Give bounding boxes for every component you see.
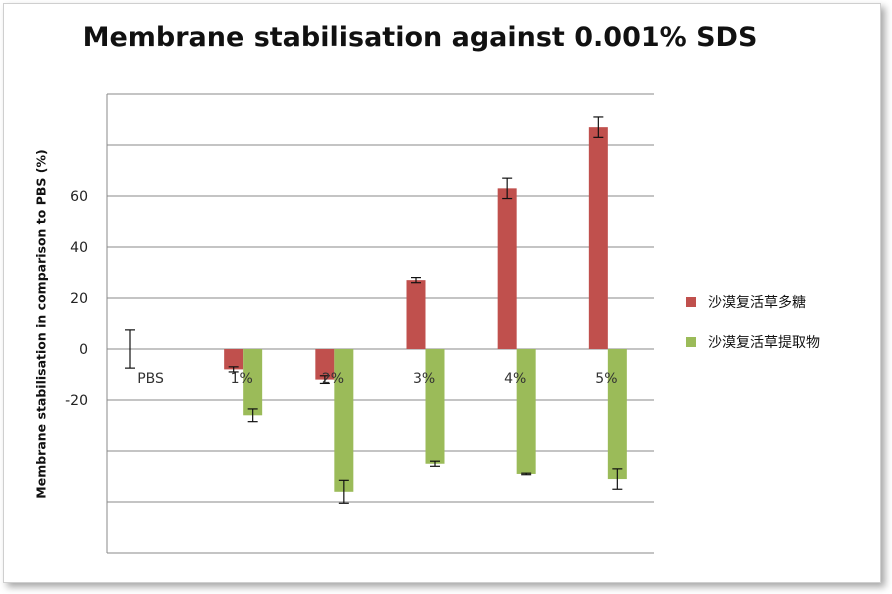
x-tick-label: 1% [231,371,253,387]
x-tick-label: 3% [413,371,435,387]
y-tick-label: -20 [65,393,88,409]
legend-label-polysaccharide: 沙漠复活草多糖 [708,295,806,311]
bar-polysaccharide [497,188,517,349]
bar-polysaccharide [406,280,426,349]
y-tick-label: 20 [70,291,88,307]
x-tick-label: 5% [595,371,617,387]
legend-item-extract: 沙漠复活草提取物 [686,332,820,352]
legend-swatch-polysaccharide [686,297,696,307]
x-tick-label: 2% [322,371,344,387]
legend-item-polysaccharide: 沙漠复活草多糖 [686,292,806,312]
legend-swatch-extract [686,337,696,347]
chart-title: Membrane stabilisation against 0.001% SD… [82,22,758,53]
chart-frame [3,3,881,583]
bar-polysaccharide [315,349,335,380]
bar-extract [334,349,354,492]
bar-polysaccharide [588,127,608,350]
bar-polysaccharide [224,349,244,370]
bar-extract [243,349,263,416]
x-tick-label: 4% [504,371,526,387]
bar-extract [516,349,536,474]
legend-label-extract: 沙漠复活草提取物 [708,335,820,351]
y-tick-label: 40 [70,240,88,256]
y-tick-label: 60 [70,189,88,205]
bar-extract [607,349,627,480]
y-tick-label: 0 [79,342,88,358]
bar-extract [425,349,445,464]
x-tick-label: PBS [137,371,164,387]
